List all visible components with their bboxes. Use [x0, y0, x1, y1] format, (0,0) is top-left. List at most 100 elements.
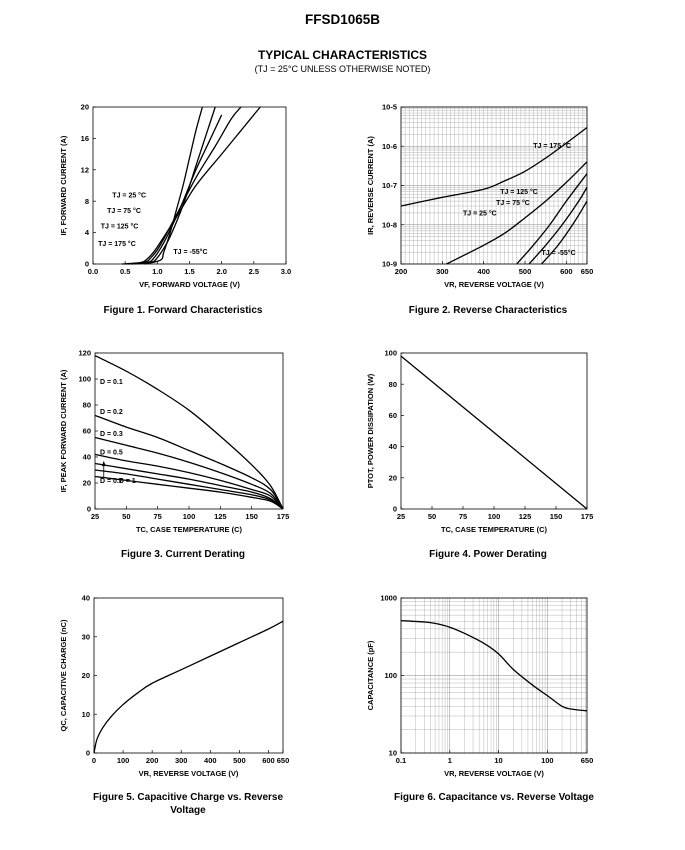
y-tick-label: 4 [85, 228, 90, 237]
x-tick-label: 200 [146, 756, 159, 765]
y-tick-label: 10-7 [382, 181, 397, 190]
y-tick-label: 30 [82, 632, 90, 641]
chart-fig5: 0 100 200 300 400 500 600 650 0 10 20 30 40 VR, REVER… [59, 594, 289, 816]
series-line [128, 114, 223, 265]
x-tick-label: 2.5 [249, 267, 259, 276]
x-tick-label: 500 [233, 756, 246, 765]
y-axis-label: PTOT, POWER DISSIPATION (W) [366, 373, 375, 488]
figure-caption: Figure 6. Capacitance vs. Reverse Voltag… [394, 792, 594, 803]
x-axis-label: TC, CASE TEMPERATURE (C) [441, 525, 548, 534]
series-line [400, 620, 588, 712]
x-tick-label: 400 [477, 267, 490, 276]
chart-fig3: 25 50 75 100 125 150 175 0 20 40 60 80 100 120 TC, CAS… [59, 349, 289, 560]
series-line [94, 436, 284, 510]
y-tick-label: 10 [82, 710, 90, 719]
y-axis-label: IF, FORWARD CURRENT (A) [59, 135, 68, 235]
y-tick-label: 80 [83, 401, 91, 410]
plot-frame [93, 597, 284, 754]
y-tick-label: 0 [87, 505, 91, 514]
y-tick-label: 8 [85, 197, 89, 206]
x-tick-label: 175 [277, 512, 290, 521]
curve-annotation: TJ = 125 °C [101, 223, 139, 231]
y-axis-label: IF, PEAK FORWARD CURRENT (A) [59, 369, 68, 492]
x-tick-label: 0.1 [396, 756, 406, 765]
y-tick-label: 60 [83, 427, 91, 436]
x-tick-label: 1.0 [152, 267, 162, 276]
document-title: FFSD1065B [304, 12, 381, 27]
series-line [94, 469, 284, 510]
figure-caption: Figure 5. Capacitive Charge vs. Reverse V… [93, 792, 284, 816]
curve-annotation: D = 0.7 [100, 478, 123, 485]
x-tick-label: 1.5 [184, 267, 194, 276]
x-tick-label: 100 [488, 512, 501, 521]
y-tick-label: 20 [83, 479, 91, 488]
figure-caption-line: Voltage [170, 805, 206, 816]
series-line [400, 355, 588, 510]
x-tick-label: 3.0 [281, 267, 291, 276]
x-tick-label: 125 [519, 512, 532, 521]
y-tick-label: 40 [82, 594, 90, 603]
y-tick-label: 10-6 [382, 142, 397, 151]
x-tick-label: 200 [395, 267, 408, 276]
y-tick-label: 100 [384, 349, 397, 358]
series-line [144, 106, 203, 265]
x-tick-label: 150 [245, 512, 258, 521]
y-tick-label: 10-8 [382, 220, 397, 229]
x-tick-label: 25 [91, 512, 99, 521]
x-tick-label: 175 [581, 512, 594, 521]
x-tick-label: 100 [117, 756, 130, 765]
curve-annotation: TJ = 175 °C [98, 240, 136, 248]
x-tick-label: 400 [204, 756, 217, 765]
series-line [94, 355, 284, 510]
x-axis-label: VF, FORWARD VOLTAGE (V) [139, 280, 240, 289]
x-tick-label: 650 [277, 756, 290, 765]
x-axis-label: VR, REVERSE VOLTAGE (V) [444, 769, 544, 778]
chart-fig4: 25 50 75 100 125 150 175 0 20 40 60 80 100 TC, CASE T… [366, 349, 593, 560]
curve-annotation: TJ = -55°C [542, 249, 576, 257]
y-tick-label: 40 [389, 442, 397, 451]
x-tick-label: 600 [262, 756, 275, 765]
x-tick-label: 25 [397, 512, 405, 521]
series-line [94, 414, 284, 510]
series-line [94, 453, 284, 510]
section-subtitle: (TJ = 25°C UNLESS OTHERWISE NOTED) [254, 64, 431, 74]
curve-annotation: D = 0.2 [100, 409, 123, 416]
x-tick-label: 500 [519, 267, 532, 276]
series-line [400, 127, 588, 207]
figure-caption-line: Figure 5. Capacitive Charge vs. Reverse [93, 792, 284, 803]
series-line [94, 462, 284, 510]
x-tick-label: 75 [153, 512, 161, 521]
figure-caption: Figure 3. Current Derating [121, 549, 245, 560]
y-axis-label: CAPACITANCE (pF) [366, 640, 375, 710]
y-tick-label: 10-5 [382, 103, 397, 112]
x-tick-label: 650 [581, 267, 594, 276]
x-tick-label: 50 [122, 512, 130, 521]
x-axis-label: VR, REVERSE VOLTAGE (V) [444, 280, 544, 289]
x-tick-label: 0.0 [88, 267, 98, 276]
series-line [131, 106, 216, 265]
y-tick-label: 20 [389, 473, 397, 482]
curve-annotation: TJ = 125 °C [500, 188, 538, 196]
chart-fig1: 0.0 0.5 1.0 1.5 2.0 2.5 3.0 0 4 8 12 16 20 VF, FORWAR… [59, 103, 291, 316]
y-tick-label: 0 [85, 260, 89, 269]
y-tick-label: 100 [78, 375, 91, 384]
series-line [94, 475, 284, 510]
y-tick-label: 120 [78, 349, 91, 358]
curve-annotation: TJ = -55°C [173, 248, 207, 256]
series-line [528, 186, 588, 265]
x-tick-label: 10 [494, 756, 502, 765]
series-line [446, 161, 588, 265]
series-line [93, 620, 284, 754]
y-tick-label: 20 [81, 103, 89, 112]
y-tick-label: 40 [83, 453, 91, 462]
y-tick-label: 60 [389, 411, 397, 420]
x-tick-label: 100 [183, 512, 196, 521]
y-axis-label: QC, CAPACITIVE CHARGE (nC) [59, 619, 68, 731]
curve-annotation: TJ = 25 °C [112, 191, 146, 199]
y-tick-label: 16 [81, 134, 89, 143]
x-tick-label: 100 [541, 756, 554, 765]
x-tick-label: 125 [214, 512, 227, 521]
y-tick-label: 10 [389, 749, 397, 758]
curve-annotation: TJ = 25 °C [463, 210, 497, 218]
y-tick-label: 1000 [380, 594, 397, 603]
